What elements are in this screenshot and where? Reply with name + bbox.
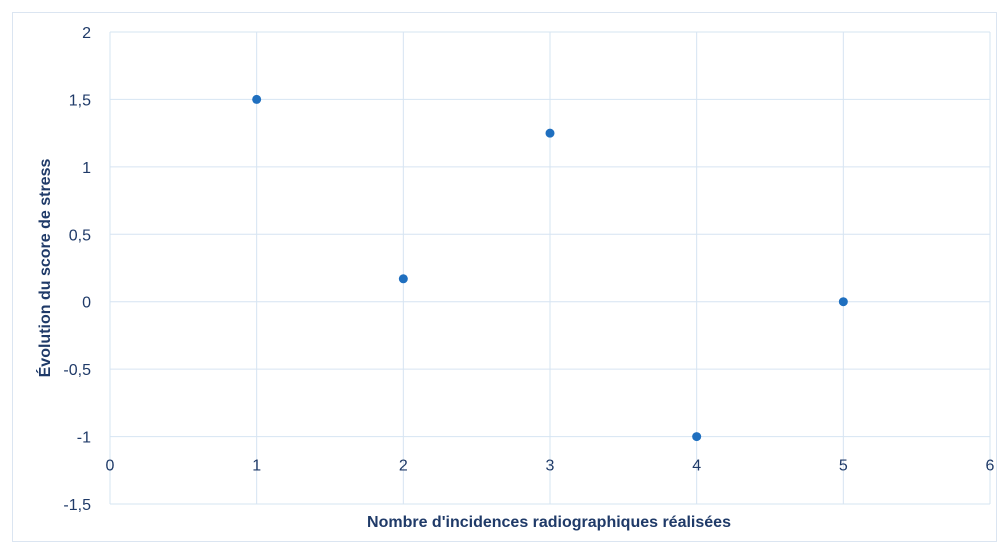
y-tick-label: -0,5 — [63, 362, 91, 379]
x-axis-title: Nombre d'incidences radiographiques réal… — [367, 514, 731, 531]
chart-frame — [12, 12, 997, 542]
data-point — [692, 432, 702, 442]
x-tick-label: 6 — [986, 458, 995, 475]
x-tick-label: 2 — [399, 458, 408, 475]
y-tick-labels: 2 1,5 1 0,5 0 -0,5 -1 -1,5 — [63, 25, 91, 514]
y-tick-label: -1,5 — [63, 497, 91, 514]
y-tick-label: -1 — [77, 430, 91, 447]
data-points — [252, 94, 848, 442]
x-tick-label: 3 — [546, 458, 555, 475]
y-axis-title: Évolution du score de stress — [35, 159, 54, 378]
x-tick-label: 4 — [692, 458, 701, 475]
y-tick-label: 1 — [82, 160, 91, 177]
gridlines — [109, 31, 991, 505]
y-tick-label: 0,5 — [69, 227, 91, 244]
x-tick-label: 1 — [252, 458, 261, 475]
data-point — [838, 297, 848, 307]
data-point — [545, 128, 555, 138]
data-point — [252, 94, 262, 104]
x-tick-label: 5 — [839, 458, 848, 475]
x-tick-label: 0 — [106, 458, 115, 475]
x-tick-labels: 0 1 2 3 4 5 6 — [106, 458, 995, 475]
y-tick-label: 1,5 — [69, 92, 91, 109]
y-tick-label: 0 — [82, 295, 91, 312]
data-point — [398, 274, 408, 284]
y-tick-label: 2 — [82, 25, 91, 42]
